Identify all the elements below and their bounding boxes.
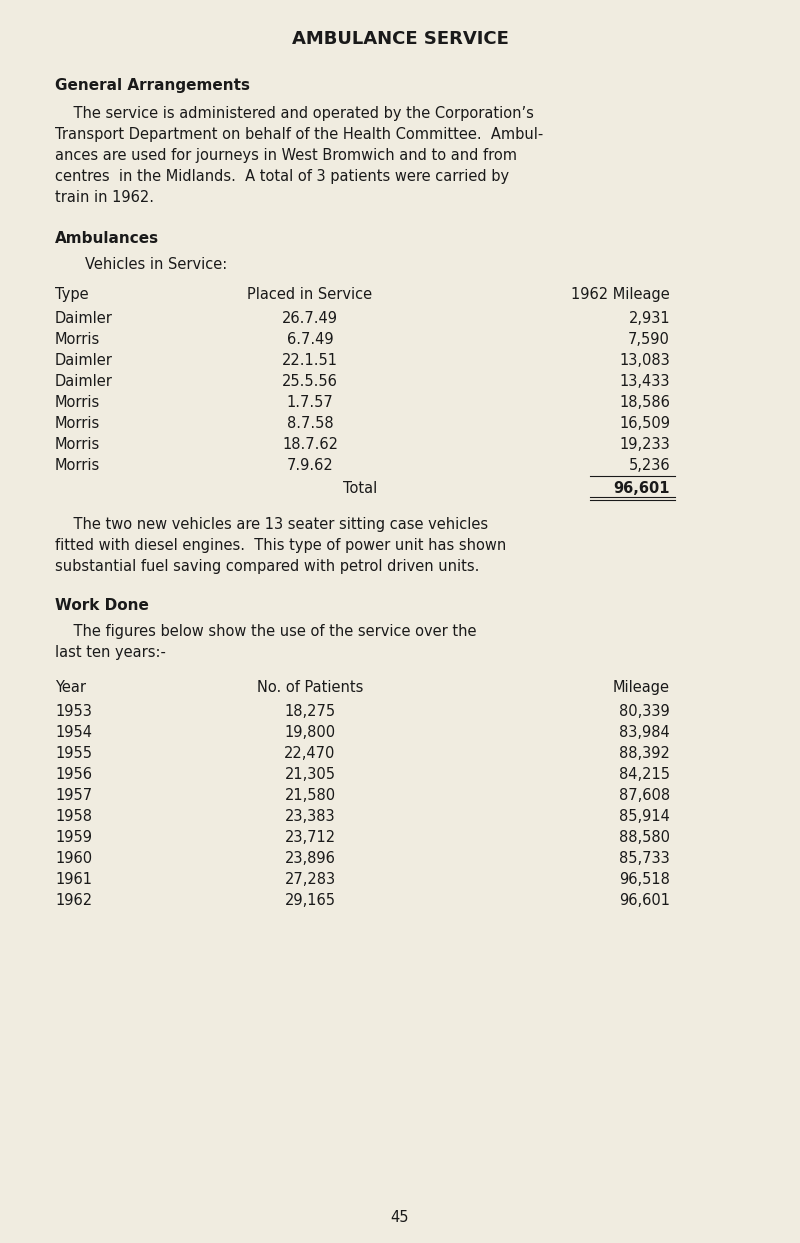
Text: AMBULANCE SERVICE: AMBULANCE SERVICE bbox=[291, 30, 509, 48]
Text: 23,712: 23,712 bbox=[285, 830, 335, 845]
Text: 88,392: 88,392 bbox=[619, 746, 670, 761]
Text: 7.9.62: 7.9.62 bbox=[286, 457, 334, 474]
Text: 19,800: 19,800 bbox=[285, 725, 335, 740]
Text: 88,580: 88,580 bbox=[619, 830, 670, 845]
Text: Morris: Morris bbox=[55, 395, 100, 410]
Text: 87,608: 87,608 bbox=[619, 788, 670, 803]
Text: 5,236: 5,236 bbox=[628, 457, 670, 474]
Text: fitted with diesel engines.  This type of power unit has shown: fitted with diesel engines. This type of… bbox=[55, 538, 506, 553]
Text: last ten years:-: last ten years:- bbox=[55, 645, 166, 660]
Text: substantial fuel saving compared with petrol driven units.: substantial fuel saving compared with pe… bbox=[55, 559, 479, 574]
Text: The figures below show the use of the service over the: The figures below show the use of the se… bbox=[55, 624, 477, 639]
Text: No. of Patients: No. of Patients bbox=[257, 680, 363, 695]
Text: Total: Total bbox=[343, 481, 377, 496]
Text: 22,470: 22,470 bbox=[284, 746, 336, 761]
Text: 1961: 1961 bbox=[55, 873, 92, 888]
Text: 22.1.51: 22.1.51 bbox=[282, 353, 338, 368]
Text: 27,283: 27,283 bbox=[285, 873, 335, 888]
Text: 1962: 1962 bbox=[55, 892, 92, 907]
Text: 6.7.49: 6.7.49 bbox=[286, 332, 334, 347]
Text: centres  in the Midlands.  A total of 3 patients were carried by: centres in the Midlands. A total of 3 pa… bbox=[55, 169, 509, 184]
Text: Placed in Service: Placed in Service bbox=[247, 287, 373, 302]
Text: Year: Year bbox=[55, 680, 86, 695]
Text: 23,896: 23,896 bbox=[285, 851, 335, 866]
Text: ances are used for journeys in West Bromwich and to and from: ances are used for journeys in West Brom… bbox=[55, 148, 517, 163]
Text: 23,383: 23,383 bbox=[285, 809, 335, 824]
Text: 84,215: 84,215 bbox=[619, 767, 670, 782]
Text: 8.7.58: 8.7.58 bbox=[286, 416, 334, 431]
Text: 83,984: 83,984 bbox=[619, 725, 670, 740]
Text: 1957: 1957 bbox=[55, 788, 92, 803]
Text: 13,083: 13,083 bbox=[619, 353, 670, 368]
Text: 13,433: 13,433 bbox=[619, 374, 670, 389]
Text: 29,165: 29,165 bbox=[285, 892, 335, 907]
Text: Daimler: Daimler bbox=[55, 353, 113, 368]
Text: 16,509: 16,509 bbox=[619, 416, 670, 431]
Text: 21,305: 21,305 bbox=[285, 767, 335, 782]
Text: 1954: 1954 bbox=[55, 725, 92, 740]
Text: 1953: 1953 bbox=[55, 704, 92, 718]
Text: 1962 Mileage: 1962 Mileage bbox=[571, 287, 670, 302]
Text: Type: Type bbox=[55, 287, 89, 302]
Text: 1955: 1955 bbox=[55, 746, 92, 761]
Text: 18.7.62: 18.7.62 bbox=[282, 438, 338, 452]
Text: Morris: Morris bbox=[55, 457, 100, 474]
Text: 18,586: 18,586 bbox=[619, 395, 670, 410]
Text: 96,518: 96,518 bbox=[619, 873, 670, 888]
Text: The two new vehicles are 13 seater sitting case vehicles: The two new vehicles are 13 seater sitti… bbox=[55, 517, 488, 532]
Text: 26.7.49: 26.7.49 bbox=[282, 311, 338, 326]
Text: Daimler: Daimler bbox=[55, 311, 113, 326]
Text: Mileage: Mileage bbox=[613, 680, 670, 695]
Text: 21,580: 21,580 bbox=[285, 788, 335, 803]
Text: 19,233: 19,233 bbox=[619, 438, 670, 452]
Text: 85,733: 85,733 bbox=[619, 851, 670, 866]
Text: 80,339: 80,339 bbox=[619, 704, 670, 718]
Text: 1.7.57: 1.7.57 bbox=[286, 395, 334, 410]
Text: 2,931: 2,931 bbox=[628, 311, 670, 326]
Text: Daimler: Daimler bbox=[55, 374, 113, 389]
Text: 18,275: 18,275 bbox=[285, 704, 335, 718]
Text: 1958: 1958 bbox=[55, 809, 92, 824]
Text: 1956: 1956 bbox=[55, 767, 92, 782]
Text: 96,601: 96,601 bbox=[619, 892, 670, 907]
Text: 45: 45 bbox=[390, 1209, 410, 1226]
Text: train in 1962.: train in 1962. bbox=[55, 190, 154, 205]
Text: Morris: Morris bbox=[55, 438, 100, 452]
Text: Morris: Morris bbox=[55, 416, 100, 431]
Text: 85,914: 85,914 bbox=[619, 809, 670, 824]
Text: Vehicles in Service:: Vehicles in Service: bbox=[85, 257, 227, 272]
Text: The service is administered and operated by the Corporation’s: The service is administered and operated… bbox=[55, 106, 534, 121]
Text: Ambulances: Ambulances bbox=[55, 231, 159, 246]
Text: Work Done: Work Done bbox=[55, 598, 149, 613]
Text: 1959: 1959 bbox=[55, 830, 92, 845]
Text: Transport Department on behalf of the Health Committee.  Ambul-: Transport Department on behalf of the He… bbox=[55, 127, 543, 142]
Text: 7,590: 7,590 bbox=[628, 332, 670, 347]
Text: Morris: Morris bbox=[55, 332, 100, 347]
Text: 25.5.56: 25.5.56 bbox=[282, 374, 338, 389]
Text: General Arrangements: General Arrangements bbox=[55, 78, 250, 93]
Text: 96,601: 96,601 bbox=[614, 481, 670, 496]
Text: 1960: 1960 bbox=[55, 851, 92, 866]
